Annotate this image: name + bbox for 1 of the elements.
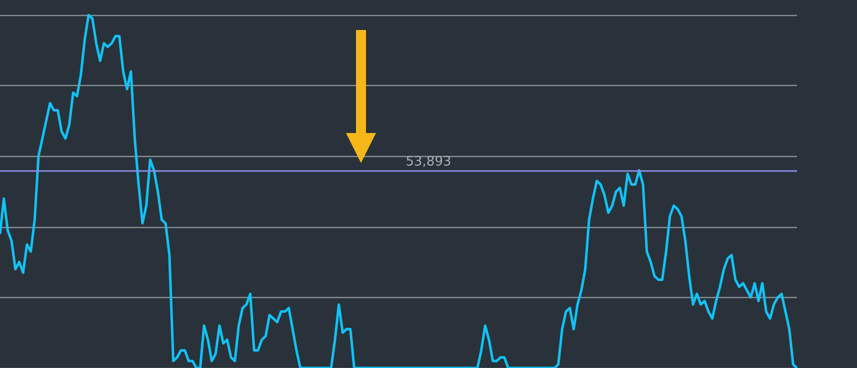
annotation: 53,893	[406, 154, 452, 170]
